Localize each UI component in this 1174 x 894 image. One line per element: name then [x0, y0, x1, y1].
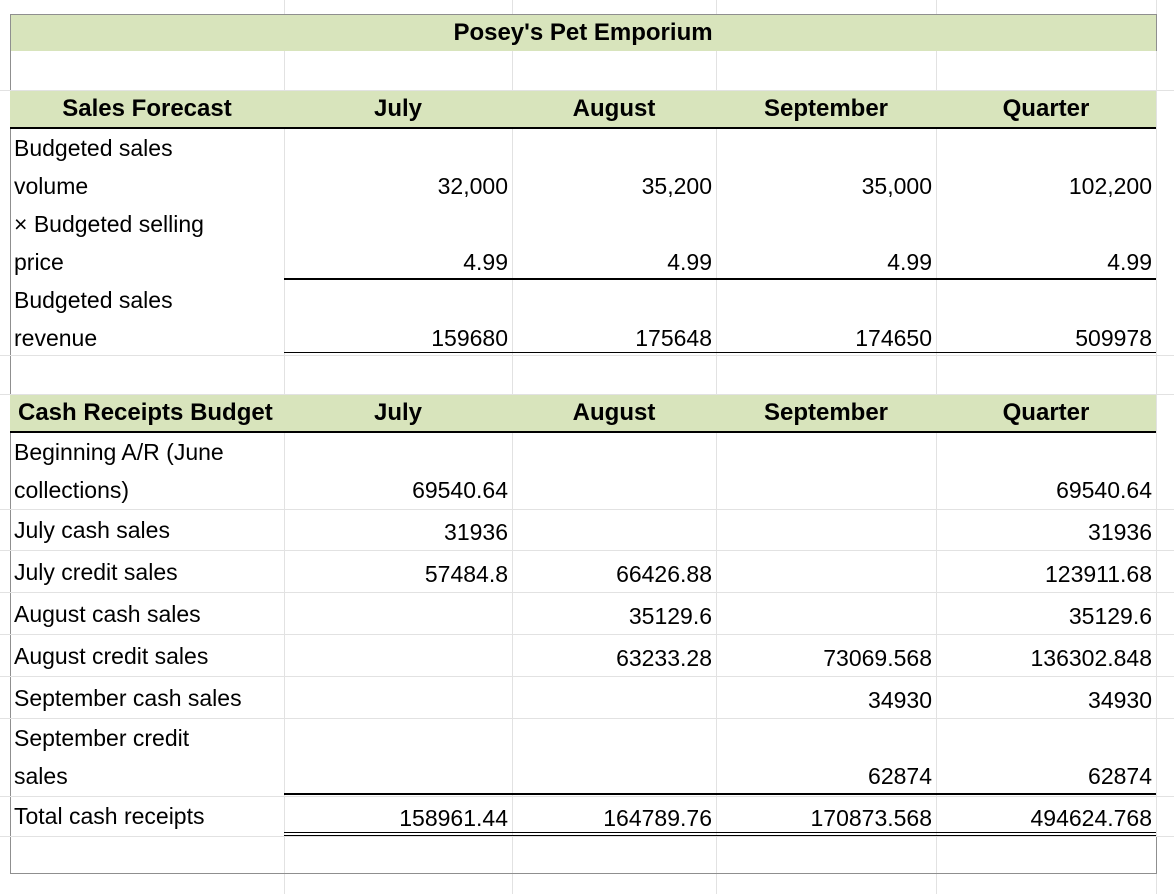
cell-value: 102,200 — [1068, 173, 1152, 199]
column-header-quarter: Quarter — [1002, 399, 1090, 426]
sales-forecast-header-band — [10, 90, 1156, 128]
double-rule — [284, 835, 1156, 836]
cell-value: 31936 — [444, 519, 508, 545]
cell-value: 69540.64 — [1056, 477, 1152, 503]
row-label: Total cash receipts — [14, 803, 205, 829]
row-label: September cash sales — [14, 685, 242, 711]
cell-value: 66426.88 — [616, 561, 712, 587]
subtotal-rule — [284, 278, 1156, 280]
cell-value: 62874 — [868, 763, 932, 789]
table-border — [10, 14, 1156, 15]
double-rule — [284, 352, 1156, 353]
header-rule — [10, 431, 1156, 433]
cell-value: 123911.68 — [1044, 561, 1152, 587]
column-header-august: August — [572, 95, 656, 122]
column-header-august: August — [572, 399, 656, 426]
gridline — [0, 394, 1174, 395]
cell-value: 35129.6 — [628, 603, 712, 629]
gridline — [0, 509, 1174, 510]
gridline — [936, 0, 937, 894]
subtotal-rule — [284, 793, 1156, 795]
cell-value: 4.99 — [463, 249, 508, 275]
row-label: August credit sales — [14, 643, 209, 669]
table-border — [10, 873, 1157, 874]
cell-value: 63233.28 — [616, 645, 712, 671]
cell-value: 35,000 — [861, 173, 932, 199]
cell-value: 494624.768 — [1030, 805, 1152, 831]
gridline — [0, 355, 1174, 356]
row-label: Budgeted sales — [14, 287, 173, 313]
sales-forecast-heading: Sales Forecast — [62, 95, 232, 122]
cell-value: 34930 — [868, 687, 932, 713]
cell-value: 175648 — [635, 325, 712, 351]
cell-value: 32,000 — [437, 173, 508, 199]
gridline — [0, 550, 1174, 551]
row-label: August cash sales — [14, 601, 201, 627]
row-label: July cash sales — [14, 517, 170, 543]
row-label: volume — [14, 173, 89, 199]
header-rule — [10, 127, 1156, 129]
row-label: Beginning A/R (June — [14, 439, 224, 465]
cell-value: 4.99 — [1107, 249, 1152, 275]
cell-value: 69540.64 — [412, 477, 508, 503]
gridline — [0, 676, 1174, 677]
cell-value: 35,200 — [641, 173, 712, 199]
double-rule — [284, 832, 1156, 833]
gridline — [0, 718, 1174, 719]
row-label: revenue — [14, 325, 98, 351]
cell-value: 158961.44 — [399, 805, 508, 831]
gridline — [716, 0, 717, 894]
cell-value: 174650 — [855, 325, 932, 351]
table-border — [10, 14, 11, 874]
page-title: Posey's Pet Emporium — [453, 19, 713, 46]
gridline — [0, 796, 1174, 797]
row-label: Budgeted sales — [14, 135, 173, 161]
cell-value: 164789.76 — [603, 805, 712, 831]
cell-value: 159680 — [431, 325, 508, 351]
cell-value: 31936 — [1088, 519, 1152, 545]
cell-value: 62874 — [1088, 763, 1152, 789]
cell-value: 136302.848 — [1030, 645, 1152, 671]
cell-value: 170873.568 — [810, 805, 932, 831]
gridline — [0, 836, 1174, 837]
cash-receipts-header-band — [10, 394, 1156, 432]
cash-receipts-heading: Cash Receipts Budget — [18, 399, 273, 426]
gridline — [512, 0, 513, 894]
cell-value: 34930 — [1088, 687, 1152, 713]
column-header-july: July — [373, 399, 423, 426]
row-label: sales — [14, 763, 68, 789]
table-border — [1156, 14, 1157, 51]
table-border — [1156, 836, 1157, 874]
cell-value: 57484.8 — [424, 561, 508, 587]
column-header-quarter: Quarter — [1002, 95, 1090, 122]
gridline — [0, 634, 1174, 635]
title-band — [10, 14, 1156, 51]
cell-value: 4.99 — [887, 249, 932, 275]
row-label: × Budgeted selling — [14, 211, 204, 237]
column-header-september: September — [763, 95, 889, 122]
column-header-july: July — [373, 95, 423, 122]
gridline — [0, 592, 1174, 593]
cell-value: 73069.568 — [823, 645, 932, 671]
cell-value: 35129.6 — [1068, 603, 1152, 629]
row-label: price — [14, 249, 64, 275]
gridline — [1156, 0, 1157, 894]
row-label: July credit sales — [14, 559, 178, 585]
row-label: collections) — [14, 477, 130, 503]
cell-value: 4.99 — [667, 249, 712, 275]
cell-value: 509978 — [1075, 325, 1152, 351]
column-header-september: September — [763, 399, 889, 426]
gridline — [0, 90, 1174, 91]
gridline — [284, 0, 285, 894]
row-label: September credit — [14, 725, 190, 751]
